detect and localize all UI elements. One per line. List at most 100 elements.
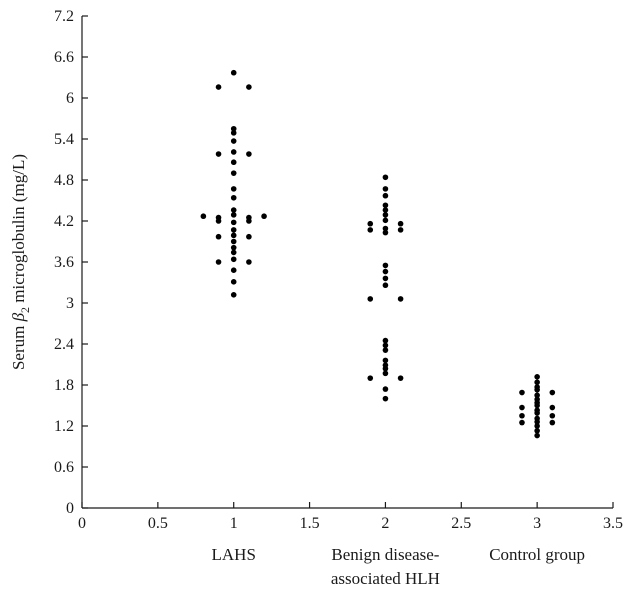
- data-point: [382, 347, 389, 353]
- data-point: [215, 84, 222, 90]
- data-point: [200, 213, 207, 220]
- data-point: [549, 389, 556, 396]
- data-point: [382, 386, 389, 392]
- data-point: [367, 375, 374, 381]
- data-point: [519, 404, 525, 411]
- y-tick-label: 1.8: [54, 377, 74, 394]
- data-point: [382, 207, 389, 213]
- data-point: [519, 412, 525, 419]
- x-tick-label: 1.5: [300, 515, 320, 532]
- data-point: [382, 212, 389, 218]
- data-point: [230, 238, 237, 245]
- data-point: [397, 375, 404, 381]
- data-point: [230, 207, 237, 213]
- x-tick-label: 3: [533, 515, 541, 532]
- data-point: [397, 296, 404, 302]
- data-point: [534, 423, 540, 429]
- data-point: [397, 220, 404, 227]
- y-tick-label: 0: [66, 500, 74, 517]
- data-point: [382, 275, 389, 282]
- data-point: [382, 174, 389, 181]
- y-tick-label: 6: [66, 90, 74, 107]
- data-point: [382, 202, 389, 209]
- data-point: [549, 404, 556, 411]
- data-point: [246, 218, 252, 224]
- data-point: [519, 389, 525, 396]
- data-point: [534, 386, 540, 393]
- y-title-beta: β: [9, 312, 28, 322]
- data-points: [200, 69, 556, 439]
- data-point: [534, 392, 540, 399]
- data-point: [534, 374, 540, 380]
- data-point: [397, 227, 404, 233]
- y-title-prefix: Serum: [9, 321, 28, 370]
- data-point: [230, 279, 237, 285]
- data-point: [246, 151, 252, 157]
- data-point: [215, 233, 222, 240]
- data-point: [382, 225, 389, 232]
- x-tick-label: 0.5: [148, 515, 168, 532]
- data-point: [367, 227, 374, 233]
- data-point: [230, 249, 237, 256]
- group-label: associated HLH: [331, 569, 440, 588]
- data-point: [215, 259, 222, 265]
- y-tick-label: 7.2: [54, 8, 74, 25]
- y-title-subscript: 2: [18, 307, 32, 313]
- data-point: [519, 419, 525, 426]
- data-point: [230, 170, 237, 176]
- y-axis: 0 0.6 1.2 1.8 2.4 3 3.6 4.2 4.8 5.4 6 6.6 7.2: [54, 8, 88, 517]
- data-point: [230, 256, 237, 263]
- data-point: [534, 402, 540, 409]
- data-point: [382, 395, 389, 402]
- y-tick-label: 0.6: [54, 459, 74, 476]
- x-axis: 0 0.5 1 1.5 2 2.5 3 3.5: [78, 502, 623, 532]
- data-point: [230, 130, 237, 136]
- y-tick-label: 2.4: [54, 336, 74, 353]
- data-point: [230, 232, 237, 239]
- data-point: [382, 262, 389, 269]
- data-point: [382, 217, 389, 224]
- data-point: [367, 296, 374, 302]
- data-point: [534, 410, 540, 416]
- y-tick-label: 6.6: [54, 49, 74, 66]
- data-point: [230, 125, 237, 132]
- y-title-suffix: microglobulin (mg/L): [9, 154, 28, 307]
- data-point: [230, 227, 237, 233]
- y-tick-label: 3.6: [54, 254, 74, 271]
- x-tick-label: 2: [381, 515, 389, 532]
- data-point: [549, 412, 556, 419]
- data-point: [230, 194, 237, 201]
- x-tick-label: 1: [230, 515, 238, 532]
- group-label: Benign disease-: [331, 545, 439, 564]
- data-point: [534, 379, 540, 386]
- y-axis-title: Serum β2 microglobulin (mg/L): [9, 154, 32, 370]
- y-tick-label: 5.4: [54, 131, 74, 148]
- group-label: Control group: [489, 545, 585, 564]
- data-point: [534, 427, 540, 434]
- data-point: [230, 69, 237, 76]
- data-point: [382, 268, 389, 275]
- data-point: [215, 218, 222, 224]
- data-point: [534, 419, 540, 425]
- data-point: [382, 229, 389, 236]
- y-tick-label: 3: [66, 295, 74, 312]
- data-point: [230, 212, 237, 218]
- y-tick-label: 4.8: [54, 172, 74, 189]
- x-tick-label: 0: [78, 515, 86, 532]
- x-tick-label: 2.5: [451, 515, 471, 532]
- data-point: [246, 233, 252, 240]
- data-point: [230, 149, 237, 155]
- data-point: [382, 365, 389, 372]
- data-point: [246, 259, 252, 265]
- data-point: [382, 337, 389, 344]
- data-point: [382, 370, 389, 377]
- data-point: [382, 282, 389, 289]
- data-point: [261, 213, 267, 220]
- data-point: [230, 292, 237, 298]
- data-point: [382, 186, 389, 192]
- data-point: [246, 84, 252, 90]
- data-point: [549, 419, 556, 426]
- data-point: [230, 138, 237, 144]
- data-point: [230, 159, 237, 166]
